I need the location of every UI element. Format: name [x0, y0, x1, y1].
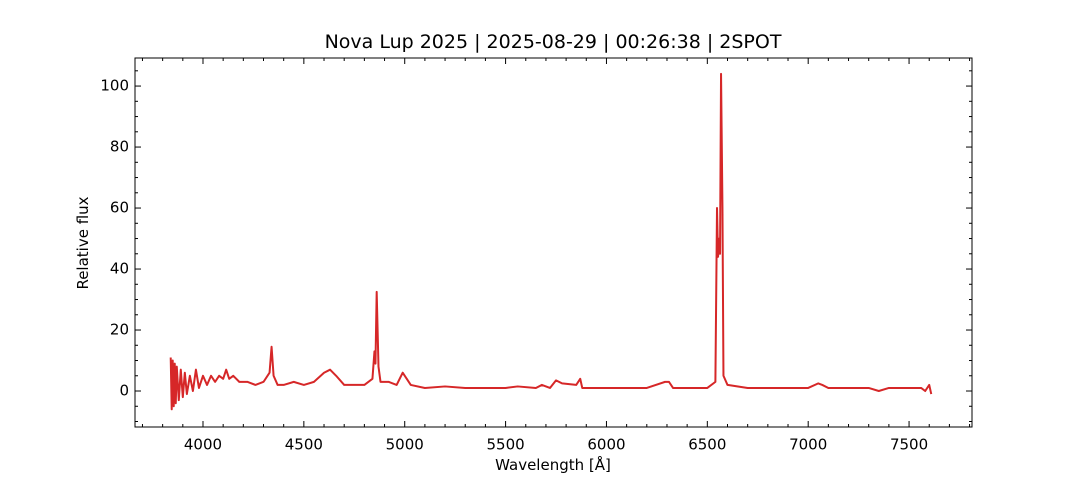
- y-axis-label: Relative flux: [74, 196, 92, 289]
- x-tick-label: 5500: [486, 436, 524, 454]
- y-tick-label: 60: [110, 199, 129, 217]
- spectrum-line: [169, 72, 933, 411]
- x-tick-label: 6500: [688, 436, 726, 454]
- x-tick-label: 4500: [285, 436, 323, 454]
- x-tick-label: 5000: [386, 436, 424, 454]
- y-tick-label: 20: [110, 321, 129, 339]
- y-tick-label: 0: [119, 382, 129, 400]
- x-tick-label: 7500: [890, 436, 928, 454]
- x-axis-label: Wavelength [Å]: [495, 455, 611, 474]
- chart-title: Nova Lup 2025 | 2025-08-29 | 00:26:38 | …: [325, 31, 782, 53]
- x-tick-label: 6000: [587, 436, 625, 454]
- y-tick-label: 100: [100, 77, 129, 95]
- y-tick-label: 80: [110, 138, 129, 156]
- x-tick-label: 7000: [789, 436, 827, 454]
- x-tick-label: 4000: [184, 436, 222, 454]
- plot-frame: [134, 57, 973, 428]
- y-tick-label: 40: [110, 260, 129, 278]
